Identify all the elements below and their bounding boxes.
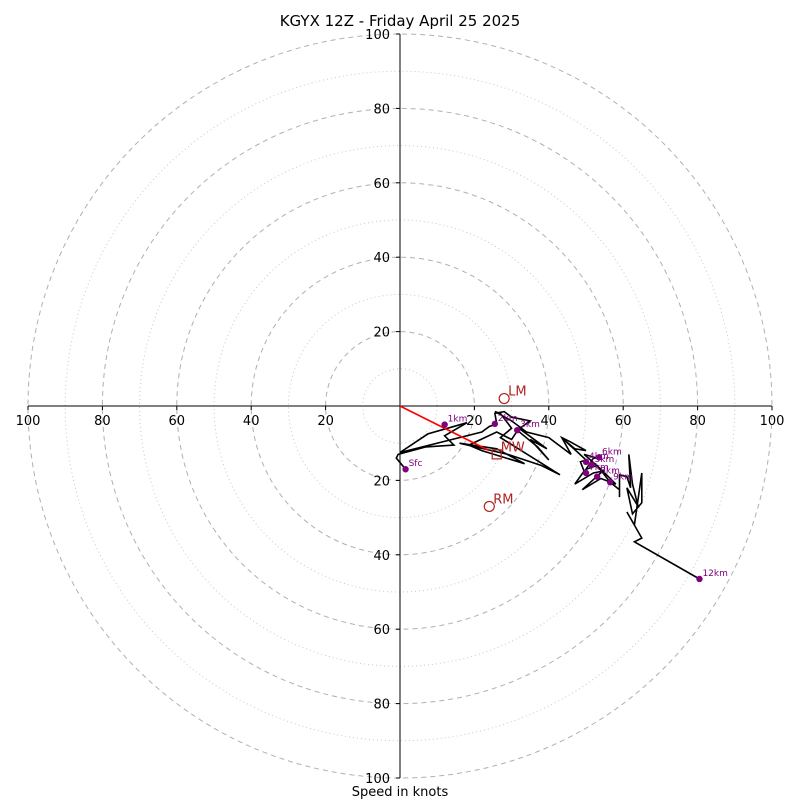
y-tick-label: 20 (373, 326, 390, 341)
height-marker-point (696, 575, 703, 583)
chart-title: KGYX 12Z - Friday April 25 2025 (280, 12, 521, 30)
y-tick-label: 80 (373, 102, 390, 117)
x-tick-label: 40 (243, 414, 260, 429)
height-marker-point (491, 420, 499, 428)
y-tick-label: 40 (373, 549, 390, 564)
x-tick-label: 80 (689, 414, 706, 429)
storm-motion-label: LM (508, 385, 526, 400)
y-tick-label: 20 (373, 474, 390, 489)
x-tick-label: 60 (169, 414, 186, 429)
height-marker-label: 6km (602, 447, 622, 457)
height-marker-point (595, 454, 603, 461)
storm-motion-label: RM (493, 492, 513, 507)
height-marker-label: 3km (520, 420, 540, 430)
y-tick-label: 40 (373, 251, 390, 266)
height-marker-point (402, 466, 409, 473)
x-axis-label: Speed in knots (352, 785, 449, 800)
y-tick-label: 100 (365, 28, 390, 43)
markers: Sfc1km2km3km4km5km6km7km8km9km12kmLMRMMW (402, 385, 728, 583)
storm-motion-point (491, 449, 502, 460)
height-marker-point (441, 421, 448, 428)
y-tick-label: 80 (373, 698, 390, 713)
axis-ticks: 100 80 60 40 20 20 40 60 80 100 100 80 60 40 20 20 40 60 8… (16, 28, 785, 787)
height-marker-label: 8km (600, 467, 620, 477)
height-marker-point (588, 461, 595, 468)
y-tick-label: 100 (365, 772, 390, 787)
x-tick-label: 20 (317, 414, 334, 429)
height-marker-label: 12km (702, 569, 727, 579)
x-tick-label: 100 (760, 414, 785, 429)
height-marker-label: 7km (589, 463, 609, 473)
height-marker-point (582, 469, 590, 477)
height-marker-label: 5km (595, 455, 615, 465)
height-marker-label: 9km (613, 472, 633, 482)
shear-vector-line (399, 405, 490, 452)
height-marker-point (513, 426, 521, 434)
height-marker-label: 1km (448, 415, 468, 425)
storm-motion-point (498, 392, 510, 405)
y-tick-label: 60 (373, 177, 390, 192)
storm-motion-point (483, 500, 495, 513)
x-tick-label: 20 (466, 414, 483, 429)
height-marker-label: Sfc (409, 459, 423, 469)
series (395, 405, 700, 580)
x-tick-label: 60 (615, 414, 632, 429)
x-tick-label: 40 (541, 414, 558, 429)
height-marker-label: 2km (498, 414, 518, 424)
storm-motion-label: MW (501, 440, 525, 455)
hodograph-line (395, 410, 700, 580)
height-marker-point (606, 479, 614, 486)
x-tick-label: 80 (94, 414, 111, 429)
y-tick-label: 60 (373, 623, 390, 638)
height-marker-point (582, 458, 590, 465)
height-marker-point (593, 473, 601, 480)
x-tick-label: 100 (16, 414, 41, 429)
